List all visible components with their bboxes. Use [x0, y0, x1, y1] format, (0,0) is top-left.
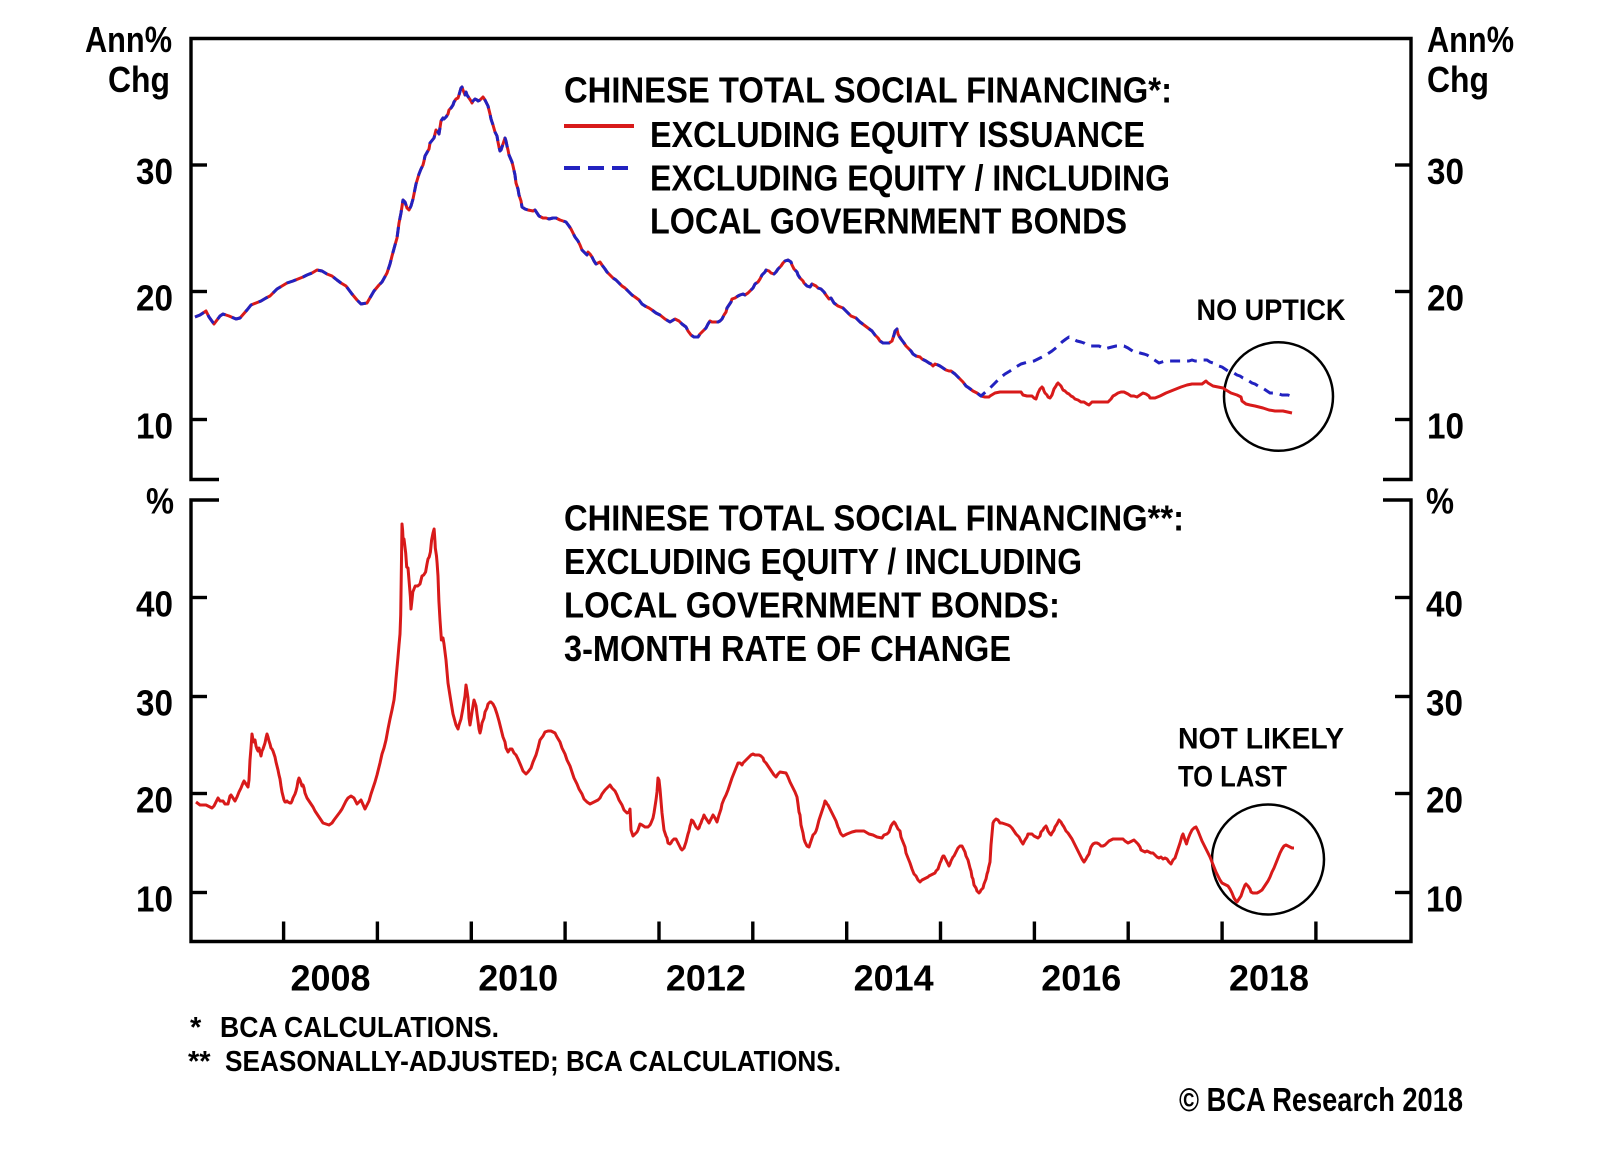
svg-text:20: 20 [136, 780, 173, 821]
svg-text:10: 10 [1426, 879, 1463, 920]
svg-text:Chg: Chg [1427, 59, 1489, 100]
svg-text:2012: 2012 [666, 958, 746, 999]
svg-text:30: 30 [136, 683, 173, 724]
svg-text:30: 30 [1426, 683, 1463, 724]
svg-text:LOCAL GOVERNMENT BONDS:: LOCAL GOVERNMENT BONDS: [564, 585, 1060, 626]
svg-text:%: % [1426, 481, 1454, 522]
svg-text:20: 20 [1426, 780, 1463, 821]
svg-text:**: ** [188, 1046, 211, 1078]
svg-text:NO UPTICK: NO UPTICK [1197, 294, 1346, 327]
svg-text:© BCA Research 2018: © BCA Research 2018 [1179, 1081, 1463, 1118]
svg-text:3-MONTH RATE OF CHANGE: 3-MONTH RATE OF CHANGE [564, 628, 1011, 669]
svg-text:CHINESE TOTAL SOCIAL FINANCING: CHINESE TOTAL SOCIAL FINANCING**: [564, 498, 1184, 539]
svg-text:2008: 2008 [291, 958, 371, 999]
svg-text:Ann%: Ann% [1427, 19, 1514, 60]
svg-text:Ann%: Ann% [85, 19, 172, 60]
svg-text:EXCLUDING EQUITY ISSUANCE: EXCLUDING EQUITY ISSUANCE [650, 114, 1145, 155]
svg-text:2016: 2016 [1041, 958, 1121, 999]
svg-text:2018: 2018 [1229, 958, 1309, 999]
svg-text:30: 30 [1427, 151, 1464, 192]
svg-text:10: 10 [1427, 406, 1464, 447]
svg-text:EXCLUDING EQUITY / INCLUDING: EXCLUDING EQUITY / INCLUDING [564, 541, 1082, 582]
svg-text:*: * [190, 1012, 202, 1044]
svg-text:40: 40 [136, 584, 173, 625]
svg-text:CHINESE TOTAL SOCIAL FINANCING: CHINESE TOTAL SOCIAL FINANCING*: [564, 70, 1172, 111]
svg-text:10: 10 [136, 406, 173, 447]
svg-text:30: 30 [136, 151, 173, 192]
svg-text:SEASONALLY-ADJUSTED; BCA CALCU: SEASONALLY-ADJUSTED; BCA CALCULATIONS. [225, 1046, 841, 1078]
svg-text:2010: 2010 [478, 958, 558, 999]
svg-text:BCA CALCULATIONS.: BCA CALCULATIONS. [220, 1012, 499, 1044]
svg-text:40: 40 [1426, 584, 1463, 625]
svg-text:EXCLUDING EQUITY / INCLUDING: EXCLUDING EQUITY / INCLUDING [650, 158, 1170, 199]
svg-text:TO LAST: TO LAST [1178, 761, 1287, 794]
svg-text:Chg: Chg [108, 59, 170, 100]
svg-text:20: 20 [1427, 278, 1464, 319]
svg-text:2014: 2014 [854, 958, 934, 999]
svg-text:10: 10 [136, 879, 173, 920]
svg-text:%: % [146, 481, 174, 522]
svg-text:20: 20 [136, 278, 173, 319]
svg-text:NOT LIKELY: NOT LIKELY [1178, 723, 1344, 756]
svg-text:LOCAL GOVERNMENT BONDS: LOCAL GOVERNMENT BONDS [650, 201, 1127, 242]
